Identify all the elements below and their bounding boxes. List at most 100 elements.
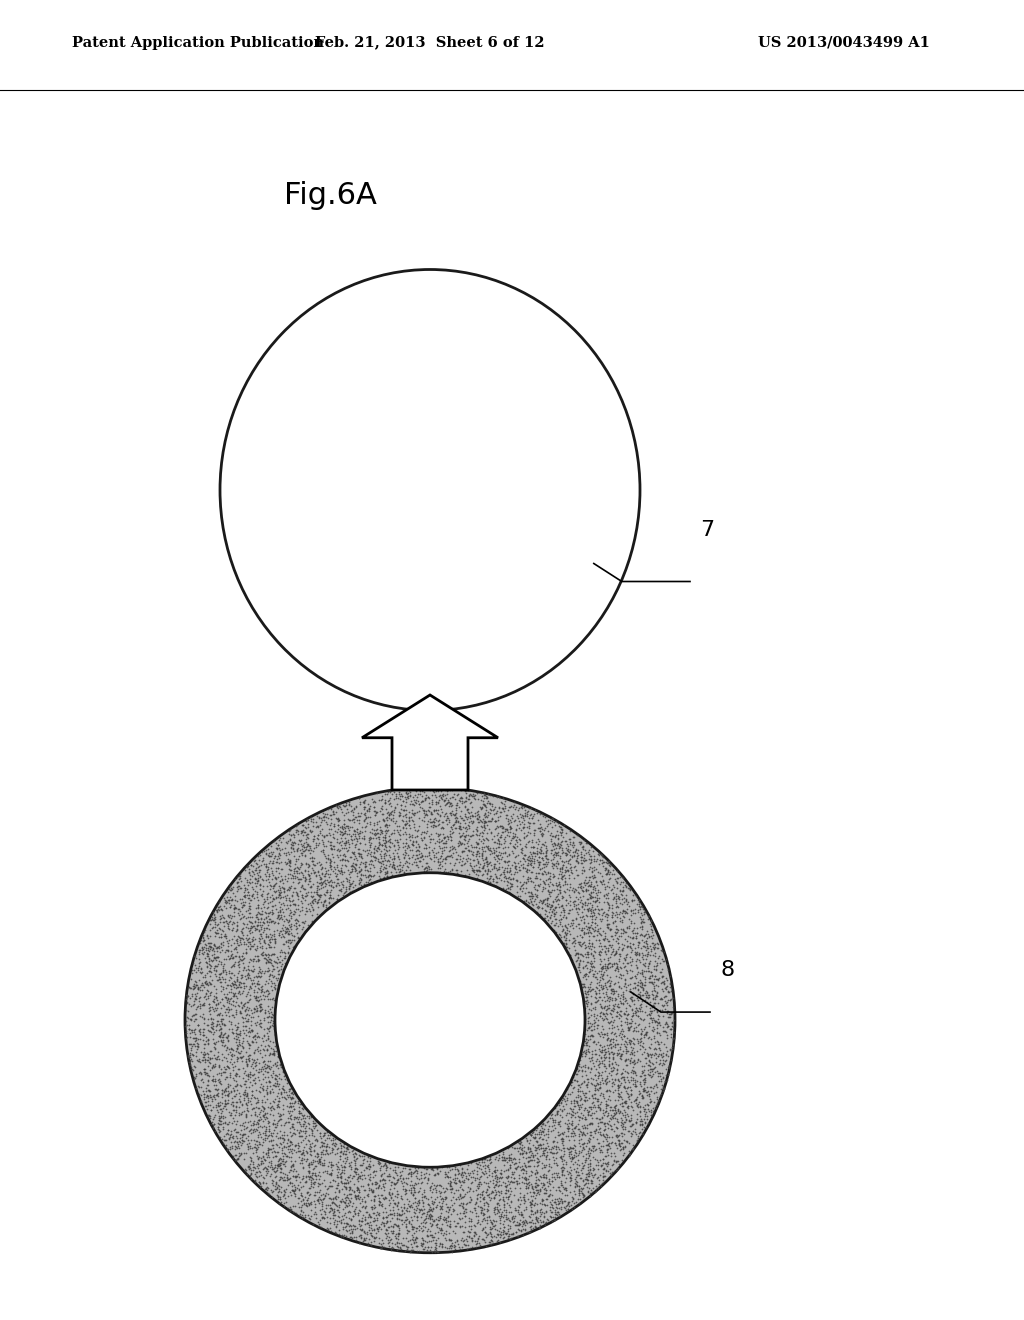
Point <box>260 1011 276 1032</box>
Point <box>377 789 393 810</box>
Point <box>666 1002 682 1023</box>
Point <box>308 883 325 904</box>
Point <box>460 789 476 810</box>
Point <box>289 882 305 903</box>
Point <box>364 1179 380 1200</box>
Point <box>207 956 223 977</box>
Point <box>231 1002 248 1023</box>
Point <box>435 817 452 838</box>
Point <box>465 810 481 832</box>
Point <box>271 1192 288 1213</box>
Point <box>218 925 234 946</box>
Point <box>478 1210 495 1232</box>
Point <box>541 1184 557 1205</box>
Point <box>590 1008 606 1030</box>
Point <box>551 1111 567 1133</box>
Point <box>573 1044 590 1065</box>
Point <box>202 1085 218 1106</box>
Point <box>286 876 302 898</box>
Point <box>383 1238 399 1259</box>
Point <box>247 1012 263 1034</box>
Point <box>535 1164 551 1185</box>
Point <box>485 1199 502 1220</box>
Point <box>562 859 579 880</box>
Point <box>486 1187 503 1208</box>
Point <box>248 1001 264 1022</box>
Point <box>323 880 339 902</box>
Point <box>348 809 365 830</box>
Point <box>241 1034 257 1055</box>
Point <box>418 838 434 859</box>
Point <box>457 805 473 826</box>
Point <box>637 1098 653 1119</box>
Point <box>487 1226 504 1247</box>
Point <box>526 1195 543 1216</box>
Point <box>279 1192 295 1213</box>
Point <box>591 974 607 995</box>
Point <box>647 1081 664 1102</box>
Point <box>231 869 248 890</box>
Point <box>273 1109 290 1130</box>
Point <box>657 977 674 998</box>
Point <box>228 920 245 941</box>
Point <box>286 866 302 887</box>
Point <box>439 1201 456 1222</box>
Point <box>543 829 559 850</box>
Point <box>615 1067 632 1088</box>
Point <box>219 1038 236 1059</box>
Point <box>540 1135 556 1156</box>
Point <box>253 944 269 965</box>
Point <box>196 942 212 964</box>
Point <box>610 949 627 970</box>
Point <box>203 961 219 982</box>
Point <box>562 1181 579 1203</box>
Point <box>387 1159 403 1180</box>
Point <box>492 807 508 828</box>
Point <box>549 820 565 841</box>
Point <box>233 1047 250 1068</box>
Point <box>641 1084 657 1105</box>
Point <box>420 1237 436 1258</box>
Point <box>242 985 258 1006</box>
Point <box>431 824 447 845</box>
Point <box>442 788 459 809</box>
Point <box>283 913 299 935</box>
Point <box>380 781 396 803</box>
Point <box>549 853 565 874</box>
Point <box>372 859 388 880</box>
Point <box>542 1197 558 1218</box>
Point <box>271 896 288 917</box>
Point <box>436 805 453 826</box>
Point <box>265 1090 282 1111</box>
Point <box>213 924 229 945</box>
Point <box>426 812 442 833</box>
Point <box>269 1055 286 1076</box>
Point <box>608 1006 625 1027</box>
Point <box>366 1191 382 1212</box>
Point <box>310 1175 327 1196</box>
Point <box>271 884 288 906</box>
Point <box>562 1104 579 1125</box>
Point <box>565 913 582 935</box>
Point <box>285 890 301 911</box>
Point <box>416 1179 432 1200</box>
Point <box>242 927 258 948</box>
Point <box>562 854 579 875</box>
Point <box>373 1155 389 1176</box>
Point <box>272 871 289 892</box>
Point <box>598 913 614 935</box>
Point <box>312 1126 329 1147</box>
Point <box>567 933 584 954</box>
Point <box>575 1138 592 1159</box>
Point <box>503 1224 519 1245</box>
Point <box>620 1121 636 1142</box>
Point <box>400 837 417 858</box>
Point <box>566 936 583 957</box>
Point <box>421 801 437 822</box>
Point <box>262 1139 279 1160</box>
Point <box>552 846 568 867</box>
Point <box>543 1142 559 1163</box>
Point <box>537 904 553 925</box>
Point <box>426 799 442 820</box>
Point <box>323 1163 339 1184</box>
